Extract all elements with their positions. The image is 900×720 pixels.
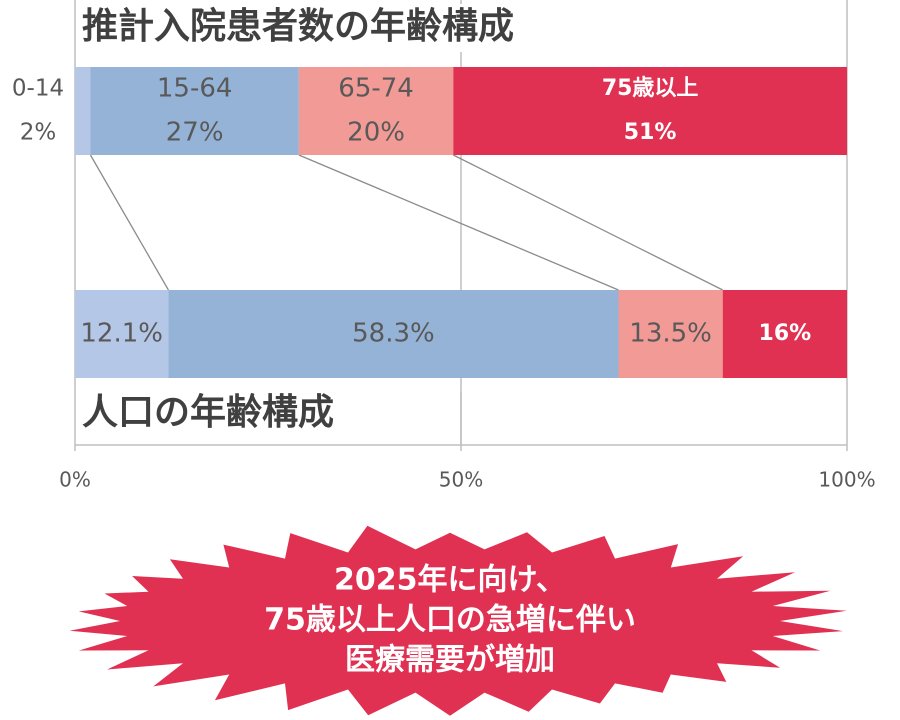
bar-segment — [618, 290, 723, 378]
segment-value-label: 51% — [624, 120, 677, 145]
connector-line — [89, 154, 169, 291]
segment-value-label: 27% — [166, 118, 224, 148]
x-tick-label: 100% — [818, 468, 875, 492]
bar-segment — [75, 67, 91, 155]
bar-segment — [722, 290, 847, 378]
bar-title-inpatients: 推計入院患者数の年齢構成 — [82, 6, 514, 47]
callout-text-line: 75歳以上人口の急増に伴い — [264, 603, 636, 638]
connector-line — [298, 154, 619, 291]
bar-segment — [168, 290, 619, 378]
segment-label: 15-64 — [157, 74, 233, 104]
segment-value-label: 20% — [347, 118, 405, 148]
segment-value-label: 58.3% — [352, 319, 435, 349]
segment-label: 65-74 — [338, 74, 414, 104]
segment-value-label: 12.1% — [80, 319, 163, 349]
x-tick-label: 0% — [59, 468, 91, 492]
segment-value-label: 2% — [20, 120, 57, 146]
bar-segment — [75, 290, 169, 378]
bar-segment — [298, 67, 454, 155]
segment-value-label: 16% — [759, 321, 812, 346]
callout-text-line: 医療需要が増加 — [345, 643, 555, 678]
connector-line — [452, 154, 723, 291]
title-backdrop — [80, 4, 625, 52]
bar-segment — [453, 67, 847, 155]
callout-starburst — [69, 525, 847, 716]
segment-label: 0-14 — [12, 76, 64, 102]
segment-value-label: 13.5% — [629, 319, 712, 349]
bar-title-population: 人口の年齢構成 — [82, 392, 334, 433]
segment-label: 75歳以上 — [602, 76, 699, 101]
bar-segment — [90, 67, 299, 155]
x-tick-label: 50% — [439, 468, 483, 492]
title-backdrop — [80, 392, 400, 438]
callout-text-line: 2025年に向け、 — [334, 563, 566, 598]
